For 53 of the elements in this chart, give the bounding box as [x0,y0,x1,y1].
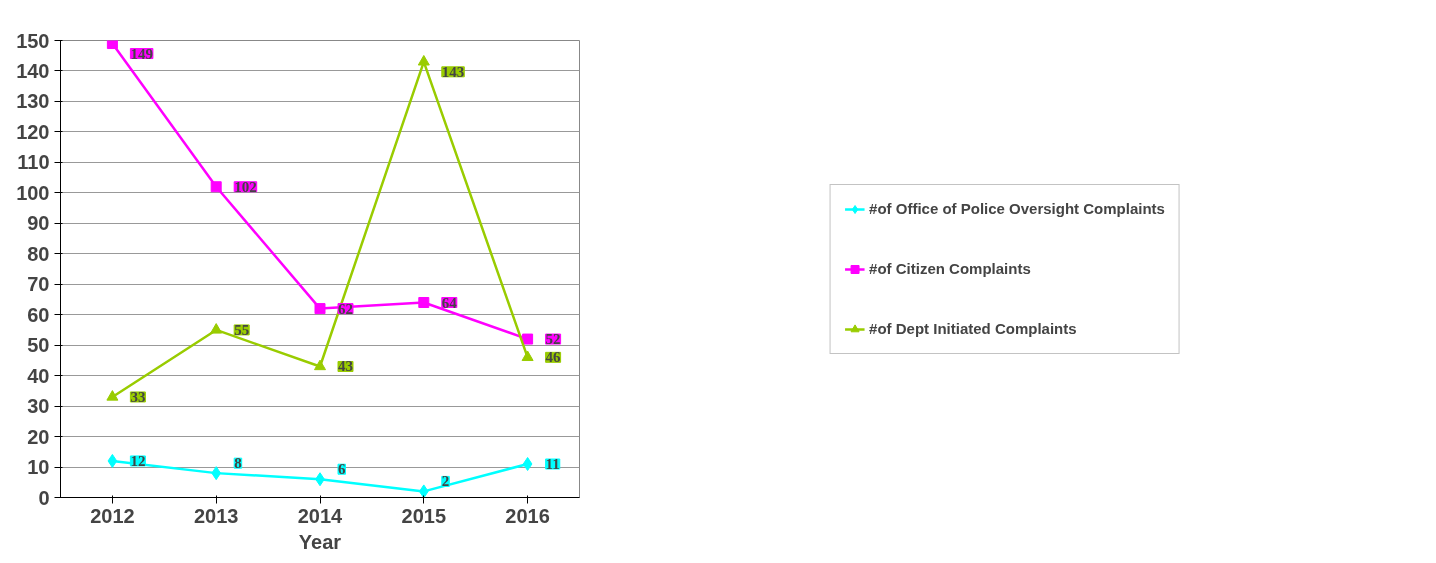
x-axis-title: Year [298,530,342,553]
data-label: 55 [234,321,250,338]
y-tick-label: 10 [27,456,50,479]
y-tick-label: 20 [27,425,50,448]
data-label: 143 [441,63,465,80]
legend-label: #of Office of Police Oversight Complaints [869,200,1165,217]
data-label: 149 [130,45,153,62]
y-tick-label: 70 [27,273,50,296]
y-tick-label: 110 [17,151,50,174]
data-label: 102 [234,178,257,195]
point [106,40,118,50]
point [210,181,222,193]
y-tick-label: 0 [38,486,50,509]
point [314,303,326,315]
point [418,484,429,498]
point [106,390,119,401]
y-tick-label: 60 [27,303,50,326]
legend-label: #of Dept Initiated Complaints [869,320,1077,337]
x-tick-label: 2012 [90,504,135,527]
data-label: 52 [545,331,561,348]
y-tick-label: 120 [16,120,50,143]
data-label: 6 [338,461,346,478]
y-tick-label: 130 [16,90,50,113]
y-tick-label: 150 [16,29,50,52]
x-tick-label: 2016 [505,504,550,527]
point [522,456,533,471]
data-label: 64 [441,294,458,311]
point [521,350,534,362]
data-label: 33 [130,388,146,405]
y-tick-label: 30 [27,395,50,418]
point [522,333,534,345]
y-tick-label: 100 [16,181,50,204]
data-label: 12 [130,452,146,469]
y-tick-label: 80 [27,242,50,265]
data-label: 62 [338,300,353,317]
point [314,359,326,371]
y-tick-label: 140 [16,59,50,82]
point [211,466,222,481]
y-tick-label: 50 [27,334,50,357]
point [210,323,223,334]
y-tick-label: 40 [27,364,50,387]
point [107,453,118,468]
legend-label: #of Citizen Complaints [869,260,1031,277]
x-tick-label: 2014 [297,504,344,527]
data-label: 11 [545,455,560,472]
point [418,297,430,309]
x-tick-label: 2013 [193,504,239,527]
x-tick-label: 2015 [401,504,447,527]
data-label: 8 [234,455,242,472]
y-tick-label: 90 [27,212,50,235]
data-label: 46 [545,349,562,366]
data-label: 2 [441,473,450,490]
data-label: 43 [338,358,353,375]
